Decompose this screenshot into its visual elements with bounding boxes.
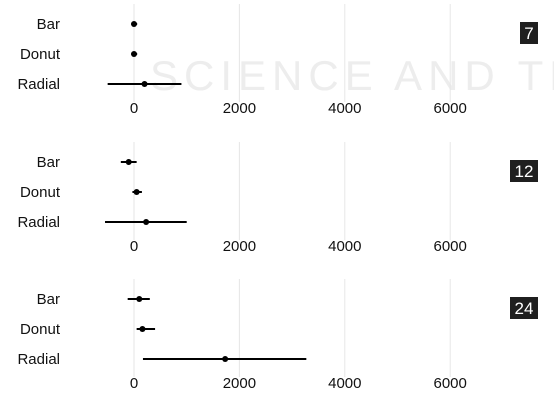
facet-badge-label: 24 bbox=[515, 299, 534, 318]
estimate-point bbox=[131, 51, 137, 57]
facet-badge bbox=[510, 297, 538, 319]
estimate-point bbox=[143, 219, 150, 225]
x-tick-label: 6000 bbox=[434, 375, 467, 392]
estimate-point bbox=[141, 81, 148, 87]
category-label: Donut bbox=[20, 321, 61, 338]
x-tick-label: 0 bbox=[130, 238, 138, 255]
category-label: Bar bbox=[37, 16, 60, 33]
category-label: Bar bbox=[37, 291, 60, 308]
x-tick-label: 4000 bbox=[328, 238, 361, 255]
x-tick-label: 2000 bbox=[223, 238, 256, 255]
x-tick-label: 2000 bbox=[223, 375, 256, 392]
estimate-point bbox=[139, 326, 146, 332]
x-tick-label: 0 bbox=[130, 375, 138, 392]
estimate-point bbox=[125, 159, 132, 165]
estimate-point bbox=[222, 356, 229, 362]
x-tick-label: 2000 bbox=[223, 100, 256, 117]
x-tick-label: 6000 bbox=[434, 100, 467, 117]
category-label: Radial bbox=[17, 76, 60, 93]
x-tick-label: 0 bbox=[130, 100, 138, 117]
facet-badge bbox=[510, 160, 538, 182]
category-label: Bar bbox=[37, 154, 60, 171]
x-tick-label: 4000 bbox=[328, 100, 361, 117]
estimate-point bbox=[136, 296, 143, 302]
estimate-point bbox=[133, 189, 140, 195]
category-label: Donut bbox=[20, 184, 61, 201]
estimate-point bbox=[131, 21, 137, 27]
category-label: Radial bbox=[17, 351, 60, 368]
category-label: Radial bbox=[17, 214, 60, 231]
facet-badge-label: 12 bbox=[515, 162, 534, 181]
category-label: Donut bbox=[20, 46, 61, 63]
x-tick-label: 4000 bbox=[328, 375, 361, 392]
facet-badge bbox=[520, 22, 538, 44]
x-tick-label: 6000 bbox=[434, 238, 467, 255]
facet-badge-label: 7 bbox=[524, 24, 533, 43]
